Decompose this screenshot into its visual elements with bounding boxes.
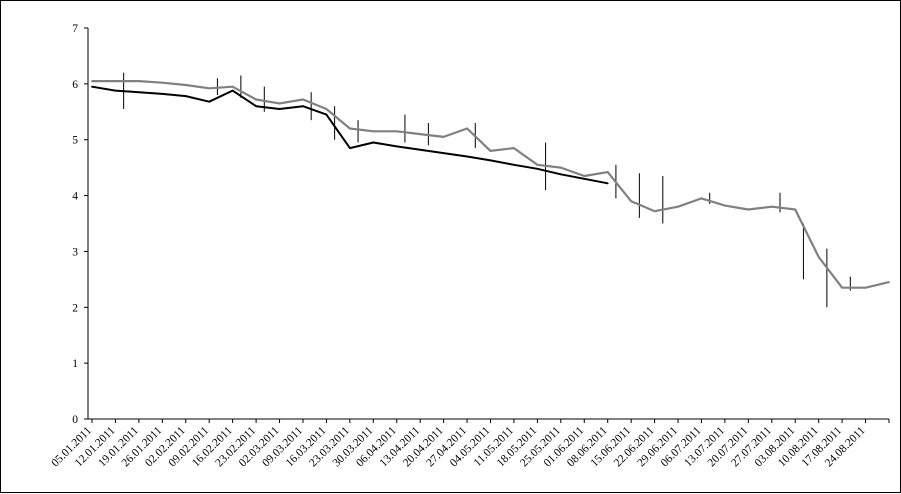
chart-axes [84, 27, 890, 423]
x-tick-labels: 05.01.201112.01.201119.01.201126.01.2011… [49, 424, 868, 469]
volatility-ticks [123, 72, 851, 308]
y-tick-label: 1 [72, 358, 78, 370]
series-2-point [583, 177, 586, 180]
series-1-point [536, 163, 539, 166]
series-1-point [794, 208, 797, 211]
series-1-point [888, 281, 890, 283]
series-2-point [325, 113, 328, 116]
series-1-point [864, 286, 867, 289]
series-1-point [606, 171, 609, 174]
series-2-point [184, 95, 187, 97]
series-1-point [372, 130, 375, 133]
series-2-point [231, 89, 234, 92]
series-1-point [138, 80, 140, 82]
series-2-point [489, 159, 492, 162]
series-1-point [114, 80, 117, 82]
series-1-point [747, 208, 750, 211]
series-1-point [817, 256, 820, 258]
y-tick-label: 7 [72, 23, 78, 35]
series-1-point [559, 166, 562, 169]
series-1-point [583, 175, 586, 177]
series-2-point [536, 167, 539, 170]
series-1-point [700, 197, 703, 200]
series-2-point [302, 105, 304, 108]
series-2-point [419, 148, 422, 151]
series-1-point [724, 204, 726, 207]
series-2-point [395, 145, 398, 148]
y-tick-label: 0 [72, 414, 78, 426]
series-1-point [841, 286, 843, 289]
series-1-point [208, 87, 211, 90]
series-1-point [653, 210, 656, 213]
series-1-point [278, 102, 281, 105]
series-1-point [770, 205, 773, 208]
series-1-point [395, 130, 398, 133]
series-2-point [161, 93, 164, 95]
series-lines [91, 79, 890, 289]
series-2-point [138, 91, 140, 94]
y-tick-label: 4 [72, 191, 78, 203]
y-tick-labels: 0 1 2 3 4 5 6 7 [72, 23, 78, 426]
series-2-point [442, 152, 445, 155]
series-1-point [184, 84, 187, 86]
series-2-point [91, 85, 93, 88]
series-1-point [302, 98, 304, 101]
series-1-point [91, 80, 93, 82]
series-1-point [325, 108, 328, 110]
series-2-point [349, 147, 351, 150]
series-1-point [489, 150, 492, 152]
series-1-point [513, 147, 515, 150]
series-1-point [231, 85, 234, 88]
series-2-point [278, 108, 281, 110]
series-1-point [677, 205, 679, 208]
series-2-point [559, 173, 562, 176]
series-1-point [161, 81, 164, 84]
series-1-point [419, 133, 422, 136]
series-2-point [255, 105, 257, 108]
series-1-point [466, 127, 468, 130]
series-2-point [208, 100, 211, 103]
y-tick-label: 2 [72, 302, 78, 314]
series-1-point [630, 200, 632, 203]
y-tick-label: 3 [72, 246, 78, 258]
series-1-point [349, 127, 351, 130]
y-tick-label: 6 [72, 79, 78, 91]
series-1-point [442, 136, 445, 138]
series-2-point [606, 182, 609, 185]
series-2-point [466, 155, 468, 158]
series-2-point [513, 163, 515, 166]
series-line-1 [92, 79, 890, 289]
series-2-point [372, 141, 375, 144]
series-2-point [114, 89, 117, 92]
y-tick-label: 5 [72, 135, 78, 147]
series-1-point [255, 98, 257, 101]
series-line-2 [91, 85, 608, 185]
